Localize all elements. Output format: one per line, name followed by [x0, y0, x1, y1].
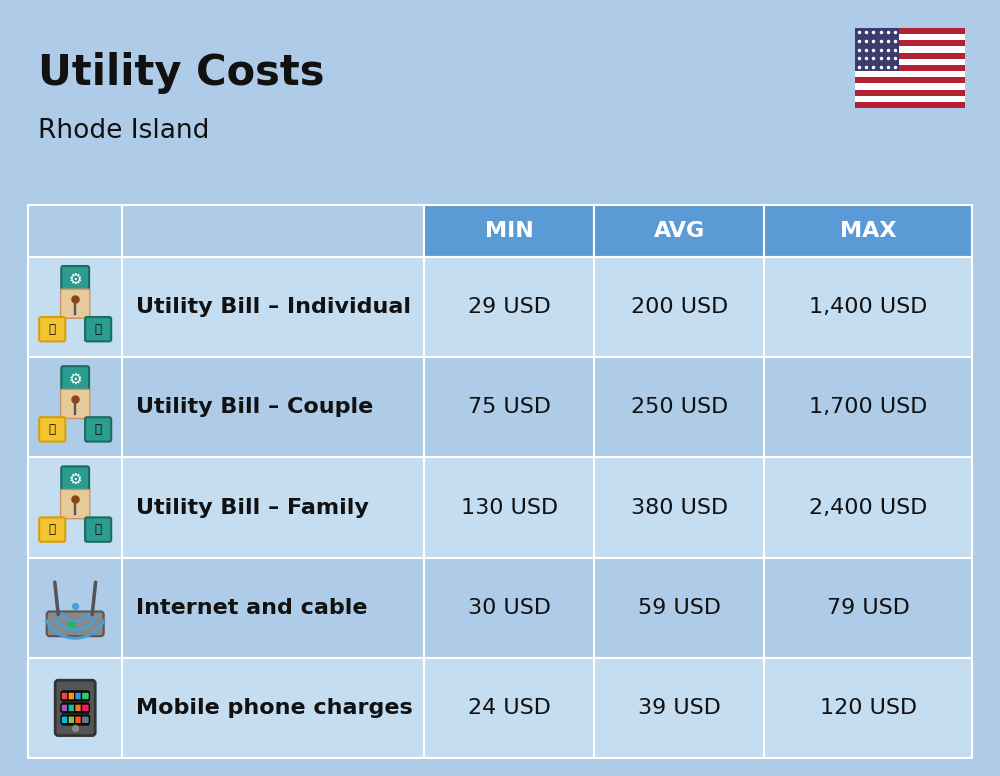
Bar — [855, 40, 965, 47]
FancyBboxPatch shape — [75, 692, 83, 700]
Text: Mobile phone charges: Mobile phone charges — [136, 698, 413, 718]
FancyBboxPatch shape — [85, 518, 111, 542]
Bar — [855, 53, 965, 59]
Bar — [594, 205, 764, 257]
Bar — [855, 28, 965, 34]
Text: 🔌: 🔌 — [49, 423, 56, 436]
Text: 79 USD: 79 USD — [827, 598, 910, 618]
Bar — [855, 28, 899, 71]
FancyBboxPatch shape — [81, 715, 89, 724]
Text: Utility Bill – Couple: Utility Bill – Couple — [136, 397, 374, 417]
Bar — [855, 78, 965, 83]
FancyBboxPatch shape — [81, 704, 89, 712]
Text: 75 USD: 75 USD — [468, 397, 551, 417]
Text: 59 USD: 59 USD — [638, 598, 721, 618]
FancyBboxPatch shape — [61, 390, 90, 418]
Text: Rhode Island: Rhode Island — [38, 118, 209, 144]
Text: 🚰: 🚰 — [95, 523, 102, 536]
Text: ⚙: ⚙ — [68, 272, 82, 286]
Bar — [764, 205, 972, 257]
Text: MIN: MIN — [485, 221, 534, 241]
Text: 🔌: 🔌 — [49, 323, 56, 336]
Bar — [28, 357, 972, 457]
FancyBboxPatch shape — [68, 692, 76, 700]
Bar — [28, 457, 972, 558]
Bar — [28, 658, 972, 758]
Bar — [855, 28, 965, 108]
FancyBboxPatch shape — [61, 715, 69, 724]
Text: ⚙: ⚙ — [68, 472, 82, 487]
FancyBboxPatch shape — [75, 715, 83, 724]
FancyBboxPatch shape — [61, 490, 90, 518]
Text: 29 USD: 29 USD — [468, 297, 551, 317]
Text: 2,400 USD: 2,400 USD — [809, 497, 927, 518]
Text: 200 USD: 200 USD — [631, 297, 728, 317]
FancyBboxPatch shape — [75, 704, 83, 712]
Text: 30 USD: 30 USD — [468, 598, 551, 618]
Text: AVG: AVG — [654, 221, 705, 241]
Text: 130 USD: 130 USD — [461, 497, 558, 518]
Text: 1,400 USD: 1,400 USD — [809, 297, 927, 317]
FancyBboxPatch shape — [39, 417, 65, 442]
Text: 🚰: 🚰 — [95, 323, 102, 336]
Bar — [122, 205, 424, 257]
Text: 380 USD: 380 USD — [631, 497, 728, 518]
Bar — [424, 205, 594, 257]
Text: 🚰: 🚰 — [95, 423, 102, 436]
Text: ⚙: ⚙ — [68, 372, 82, 386]
FancyBboxPatch shape — [47, 611, 104, 636]
Bar — [28, 257, 972, 357]
FancyBboxPatch shape — [39, 518, 65, 542]
FancyBboxPatch shape — [81, 692, 89, 700]
FancyBboxPatch shape — [68, 704, 76, 712]
FancyBboxPatch shape — [85, 317, 111, 341]
FancyBboxPatch shape — [68, 715, 76, 724]
Bar — [855, 89, 965, 95]
Text: Internet and cable: Internet and cable — [136, 598, 368, 618]
FancyBboxPatch shape — [39, 317, 65, 341]
FancyBboxPatch shape — [61, 289, 90, 318]
Text: Utility Bill – Family: Utility Bill – Family — [136, 497, 369, 518]
Text: Utility Costs: Utility Costs — [38, 52, 324, 94]
Text: Utility Bill – Individual: Utility Bill – Individual — [136, 297, 411, 317]
FancyBboxPatch shape — [55, 681, 95, 736]
Text: 24 USD: 24 USD — [468, 698, 551, 718]
Text: 250 USD: 250 USD — [631, 397, 728, 417]
FancyBboxPatch shape — [85, 417, 111, 442]
FancyBboxPatch shape — [61, 366, 89, 393]
Text: MAX: MAX — [840, 221, 896, 241]
Bar — [28, 205, 122, 257]
Bar — [28, 558, 972, 658]
Bar — [855, 65, 965, 71]
FancyBboxPatch shape — [61, 704, 69, 712]
Text: 120 USD: 120 USD — [820, 698, 917, 718]
Text: 🔌: 🔌 — [49, 523, 56, 536]
Bar — [62, 690, 89, 726]
Text: 1,700 USD: 1,700 USD — [809, 397, 927, 417]
FancyBboxPatch shape — [61, 692, 69, 700]
FancyBboxPatch shape — [61, 466, 89, 493]
Bar — [855, 102, 965, 108]
Text: 39 USD: 39 USD — [638, 698, 721, 718]
FancyBboxPatch shape — [61, 266, 89, 292]
